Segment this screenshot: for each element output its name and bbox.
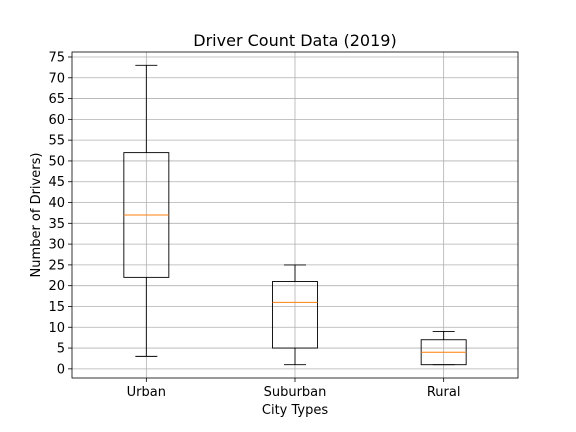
y-tick-label: 50 [48, 154, 65, 169]
y-tick-label: 0 [57, 362, 65, 377]
box-suburban [272, 281, 318, 349]
y-tick-label: 10 [48, 321, 65, 336]
y-axis-label: Number of Drivers) [29, 153, 44, 278]
y-tick-label: 70 [48, 71, 65, 86]
y-tick-label: 5 [57, 342, 65, 357]
y-tick-label: 30 [48, 238, 65, 253]
y-tick-label: 35 [48, 217, 65, 232]
x-tick-label: Suburban [264, 385, 327, 400]
y-tick-label: 25 [48, 258, 65, 273]
y-tick-label: 20 [48, 279, 65, 294]
y-tick-label: 75 [48, 50, 65, 65]
y-tick-label: 45 [48, 175, 65, 190]
x-tick-label: Urban [127, 385, 166, 400]
x-axis-label: City Types [262, 403, 328, 418]
y-tick-label: 55 [48, 134, 65, 149]
chart-title: Driver Count Data (2019) [193, 31, 396, 50]
x-tick-label: Rural [427, 385, 461, 400]
y-tick-label: 60 [48, 113, 65, 128]
y-tick-label: 40 [48, 196, 65, 211]
ticks: 0 5 10 15 20 25 30 35 40 45 50 55 60 65 70 75 Urban Subur… [48, 50, 460, 400]
y-tick-label: 15 [48, 300, 65, 315]
boxes [123, 64, 467, 366]
y-tick-label: 65 [48, 92, 65, 107]
